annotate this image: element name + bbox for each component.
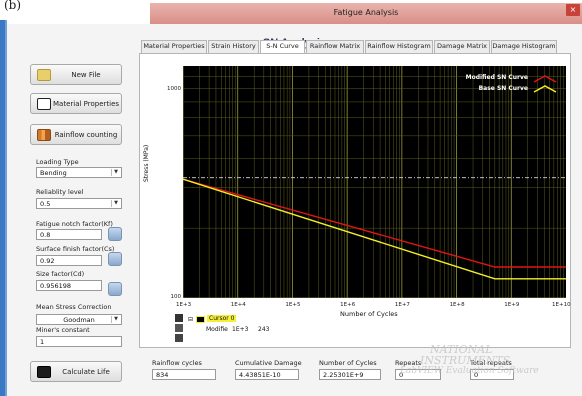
cs-label: Surface finish factor(Cs) (36, 245, 115, 253)
x-tick-label: 1E+3 (176, 302, 192, 308)
calculate-life-icon (37, 366, 51, 378)
number-of-cycles-label: Number of Cycles (319, 359, 377, 367)
tab-material-properties[interactable]: Material Properties (141, 40, 207, 53)
legend-base-sn-curve: Base SN Curve (478, 85, 528, 92)
rainflow-cycles-label: Rainflow cycles (152, 359, 202, 367)
cursor-marker-icon (196, 316, 205, 323)
window-title-bar: Fatigue Analysis (150, 3, 582, 25)
mean-stress-select[interactable]: Goodman ▼ (36, 314, 122, 325)
calculate-life-label: Calculate Life (62, 368, 110, 376)
material-properties-button[interactable]: Material Properties (30, 93, 122, 114)
kf-calculator-icon[interactable] (108, 227, 122, 241)
chart-legend: Modified SN Curve Base SN Curve (440, 73, 562, 97)
cursor-x: 1E+3 (232, 326, 249, 333)
x-axis-label: Number of Cycles (340, 310, 398, 318)
number-of-cycles-value: 2.25301E+9 (319, 369, 381, 380)
tab-sn-curve[interactable]: S-N Curve (260, 40, 305, 54)
tab-rainflow-histogram[interactable]: Rainflow Histogram (365, 40, 433, 53)
window-left-edge (0, 20, 5, 396)
zoom-icon[interactable] (175, 314, 183, 322)
chevron-down-icon: ▼ (111, 200, 120, 207)
x-tick-label: 1E+5 (285, 302, 301, 308)
tab-bar: Material Properties Strain History S-N C… (139, 40, 571, 54)
x-tick-label: 1E+9 (504, 302, 520, 308)
pan-icon[interactable] (175, 324, 183, 332)
reliability-label: Reliablity level (36, 188, 84, 196)
y-axis-label: Stress (MPa) (143, 144, 150, 182)
x-tick-label: 1E+10 (552, 302, 571, 308)
labview-watermark: NATIONAL INSTRUMENTS LabVIEW Evaluation … (400, 344, 539, 377)
watermark-line-2: INSTRUMENTS (420, 354, 511, 367)
reliability-value: 0.5 (40, 200, 51, 208)
cs-input[interactable]: 0.92 (36, 255, 102, 266)
loading-type-value: Bending (40, 169, 67, 177)
x-tick-label: 1E+8 (449, 302, 465, 308)
mean-stress-value: Goodman (63, 316, 95, 324)
total-repeats-value: 0 (470, 369, 514, 380)
crosshair-icon[interactable] (175, 334, 183, 342)
rainflow-counting-label: Rainflow counting (54, 131, 118, 139)
kf-label: Fatigue notch factor(Kf) (36, 220, 113, 228)
x-tick-label: 1E+4 (230, 302, 246, 308)
x-tick-label: 1E+6 (340, 302, 356, 308)
loading-type-label: Loading Type (36, 158, 79, 166)
y-tick-label: 1000 (167, 86, 181, 92)
close-button[interactable]: × (566, 4, 580, 16)
rainflow-counting-button[interactable]: Rainflow counting (30, 124, 122, 145)
cumulative-damage-value: 4.43851E-10 (235, 369, 299, 380)
tab-damage-histogram[interactable]: Damage Histogram (491, 40, 557, 53)
loading-type-select[interactable]: Bending ▼ (36, 167, 122, 178)
cursor-legend: ⊟ Cursor 0 Modifie 1E+3 243 (175, 314, 295, 344)
new-file-label: New File (71, 71, 101, 79)
watermark-line-3: LabVIEW Evaluation Software (400, 366, 539, 376)
window-title: Fatigue Analysis (333, 8, 399, 17)
mean-stress-label: Mean Stress Correction (36, 303, 112, 311)
legend-modified-swatch (533, 75, 557, 83)
legend-base-swatch (533, 85, 557, 93)
chevron-down-icon: ▼ (111, 316, 120, 323)
cursor-series: Modifie (206, 326, 228, 333)
material-properties-icon (37, 98, 51, 110)
cd-input[interactable]: 0.956198 (36, 280, 102, 291)
tab-strain-history[interactable]: Strain History (208, 40, 259, 53)
base-sn-curve-line (183, 178, 566, 280)
material-properties-label: Material Properties (53, 100, 120, 108)
cd-calculator-icon[interactable] (108, 282, 122, 296)
figure-snippet-label: (b) (4, 0, 22, 12)
new-file-button[interactable]: New File (30, 64, 122, 85)
cs-calculator-icon[interactable] (108, 252, 122, 266)
repeats-label: Repeats (395, 359, 422, 367)
window-left-edge-highlight (5, 20, 7, 396)
calculate-life-button[interactable]: Calculate Life (30, 361, 122, 382)
cursor-name[interactable]: Cursor 0 (207, 315, 237, 322)
miner-label: Miner's constant (36, 326, 90, 334)
expand-icon[interactable]: ⊟ (188, 316, 194, 323)
modified-sn-curve-line (183, 178, 566, 268)
x-tick-label: 1E+7 (394, 302, 410, 308)
kf-input[interactable]: 0.8 (36, 229, 102, 240)
cursor-y: 243 (258, 326, 270, 333)
results-bar: Rainflow cycles 834 Cumulative Damage 4.… (139, 348, 575, 386)
legend-modified-sn-curve: Modified SN Curve (465, 74, 528, 81)
tab-rainflow-matrix[interactable]: Rainflow Matrix (306, 40, 364, 53)
miner-input[interactable]: 1 (36, 336, 122, 347)
chevron-down-icon: ▼ (111, 169, 120, 176)
sn-chart-plot-area[interactable] (183, 66, 566, 298)
rainflow-chart-icon (37, 129, 51, 141)
cd-label: Size factor(Cd) (36, 270, 85, 278)
new-file-icon (37, 69, 51, 81)
sn-chart-svg (183, 66, 566, 298)
total-repeats-label: Total repeats (470, 359, 512, 367)
legend-swatches (533, 75, 557, 93)
watermark-line-1: NATIONAL (430, 343, 493, 356)
rainflow-cycles-value: 834 (152, 369, 216, 380)
reliability-select[interactable]: 0.5 ▼ (36, 198, 122, 209)
repeats-value[interactable]: 0 (395, 369, 441, 380)
cumulative-damage-label: Cumulative Damage (235, 359, 302, 367)
y-tick-label: 100 (170, 294, 182, 300)
tab-damage-matrix[interactable]: Damage Matrix (434, 40, 490, 53)
